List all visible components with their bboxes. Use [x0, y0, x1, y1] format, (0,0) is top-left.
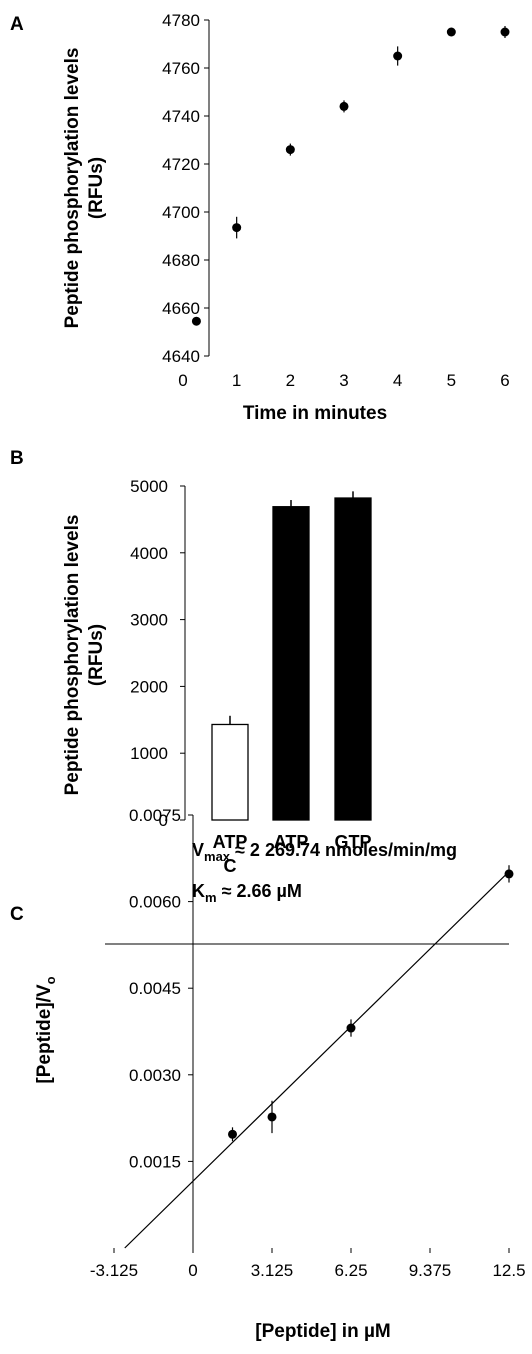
c-data-point: [504, 869, 514, 879]
b-category-label: C: [224, 856, 237, 876]
a-data-point: [393, 51, 403, 61]
c-y-tick-label: 0.0030: [129, 1066, 181, 1085]
c-y-tick-label: 0.0075: [129, 806, 181, 825]
c-vmax-value: ≈ 2 269.74 nmoles/min/mg: [230, 840, 457, 860]
c-vmax-symbol: V: [192, 840, 204, 860]
c-km-symbol: K: [192, 881, 205, 901]
panel-label-b: B: [10, 448, 24, 469]
b-bar: [272, 506, 310, 821]
c-km-value: ≈ 2.66 µM: [217, 881, 302, 901]
a-y-tick-label: 4720: [162, 155, 200, 174]
a-y-tick-label: 4640: [162, 347, 200, 366]
b-y-axis-title: Peptide phosphorylation levels (RFUs): [62, 515, 107, 796]
c-data-point: [228, 1129, 237, 1139]
a-data-point: [500, 27, 510, 37]
c-x-tick-label: 12.5: [492, 1261, 525, 1280]
c-x-tick-label: 3.125: [251, 1261, 294, 1280]
a-x-tick-label: 1: [232, 371, 241, 390]
c-y-tick-label: 0.0015: [129, 1152, 181, 1171]
a-y-tick-label: 4660: [162, 299, 200, 318]
b-y-tick-label: 3000: [130, 611, 168, 630]
c-x-axis-title: [Peptide] in µM: [255, 1321, 391, 1342]
c-vmax-subscript: max: [204, 849, 231, 864]
b-y-tick-label: 1000: [130, 744, 168, 763]
c-km-annotation: Km ≈ 2.66 µM: [192, 881, 302, 905]
b-y-axis-title-line: (RFUs): [86, 624, 107, 686]
b-category-label: GTP: [334, 832, 371, 852]
c-y-tick-label: 0.0045: [129, 979, 181, 998]
a-y-axis-title-line: Peptide phosphorylation levels: [62, 48, 83, 329]
b-y-tick-label: 0: [159, 811, 168, 830]
a-data-point: [446, 27, 456, 37]
b-y-axis-title-line: Peptide phosphorylation levels: [62, 515, 83, 796]
c-x-tick-label: -3.125: [90, 1261, 138, 1280]
b-category-label: ATP: [274, 832, 309, 852]
c-y-tick-label: 0.0060: [129, 893, 181, 912]
c-x-tick-label: 0: [188, 1261, 197, 1280]
c-vmax-annotation: Vmax ≈ 2 269.74 nmoles/min/mg: [192, 840, 457, 864]
a-data-point: [285, 145, 295, 155]
b-bar: [334, 497, 372, 821]
a-data-point: [191, 316, 201, 326]
b-y-tick-label: 4000: [130, 544, 168, 563]
c-data-point: [267, 1112, 277, 1122]
a-y-tick-label: 4680: [162, 251, 200, 270]
a-x-tick-label: 0: [178, 371, 187, 390]
a-x-tick-label: 2: [286, 371, 295, 390]
a-x-tick-label: 3: [339, 371, 348, 390]
panel-label-a: A: [10, 14, 24, 35]
c-y-axis-title-main: [Peptide]/V: [34, 984, 55, 1084]
a-x-axis-title: Time in minutes: [243, 403, 387, 424]
a-data-point: [232, 223, 242, 233]
a-x-tick-label: 5: [447, 371, 456, 390]
a-x-tick-label: 6: [500, 371, 509, 390]
a-x-tick-label: 4: [393, 371, 402, 390]
c-fit-line: [124, 871, 510, 1249]
c-y-axis-title: [Peptide]/Vo: [34, 976, 58, 1083]
a-y-tick-label: 4700: [162, 203, 200, 222]
b-bar: [211, 723, 249, 821]
a-data-point: [339, 101, 349, 111]
a-y-tick-label: 4760: [162, 59, 200, 78]
c-data-point: [346, 1023, 356, 1033]
b-y-tick-label: 2000: [130, 677, 168, 696]
a-y-axis-title-line: (RFUs): [86, 157, 107, 219]
panel-label-c: C: [10, 904, 24, 925]
a-y-tick-label: 4780: [162, 11, 200, 30]
b-category-label: ATP: [213, 832, 248, 852]
a-y-axis-title: Peptide phosphorylation levels (RFUs): [62, 48, 107, 329]
c-km-subscript: m: [205, 890, 217, 905]
b-y-tick-label: 5000: [130, 477, 168, 496]
a-y-tick-label: 4740: [162, 107, 200, 126]
c-y-axis-title-subscript: o: [43, 976, 58, 984]
c-x-tick-label: 9.375: [409, 1261, 452, 1280]
c-x-tick-label: 6.25: [334, 1261, 367, 1280]
